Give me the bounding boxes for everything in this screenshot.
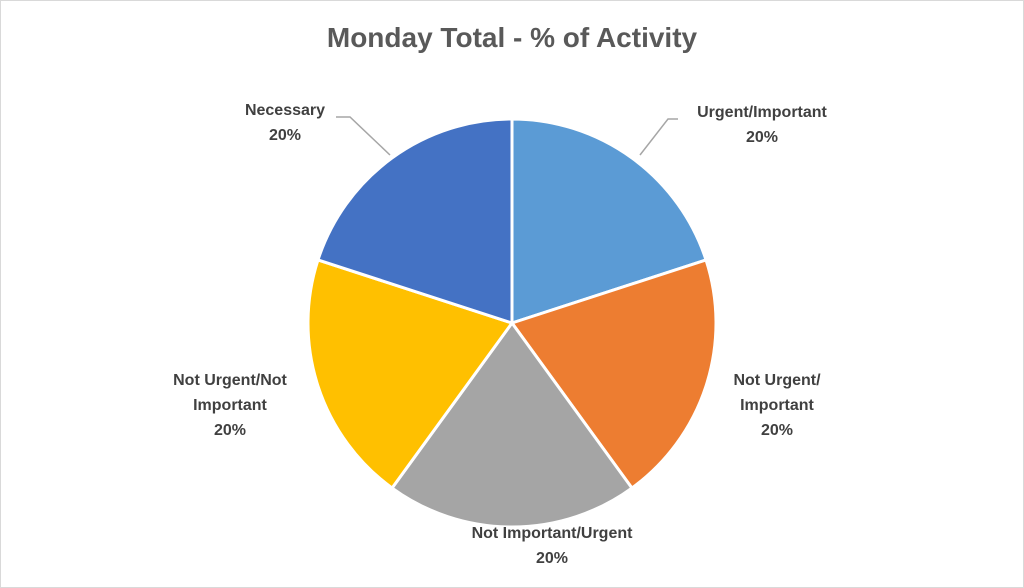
leader-line [639,118,678,156]
slice-label-line: Urgent/Important [697,104,827,121]
slice-label-line: 20% [536,550,568,567]
slice-label-line: Not Urgent/Not [173,372,287,389]
pie-slice [509,258,718,491]
slice-label-line: Important [740,397,814,414]
slice-label-line: 20% [746,129,778,146]
slice-data-label: Not Urgent/Not Important 20% [173,372,287,439]
chart-title: Monday Total - % of Activity [326,22,698,53]
leader-line [336,116,391,156]
pie-slice [306,258,515,491]
slice-label-line: Necessary [245,102,325,119]
slice-data-label: Necessary 20% [245,102,325,144]
slice-label-line: 20% [214,422,246,439]
slice-label-line: 20% [761,422,793,439]
pie-slice [510,117,708,326]
slice-label-line: Important [193,397,267,414]
pie-slice [389,320,635,529]
slice-data-label: Not Important/Urgent 20% [472,525,634,567]
slice-label-line: 20% [269,127,301,144]
pie-slice [316,117,514,326]
slice-label-line: Not Important/Urgent [472,525,634,542]
slice-label-line: Not Urgent/ [733,372,821,389]
slice-data-label: Urgent/Important 20% [697,104,827,146]
slice-data-label: Not Urgent/Important 20% [733,372,821,439]
